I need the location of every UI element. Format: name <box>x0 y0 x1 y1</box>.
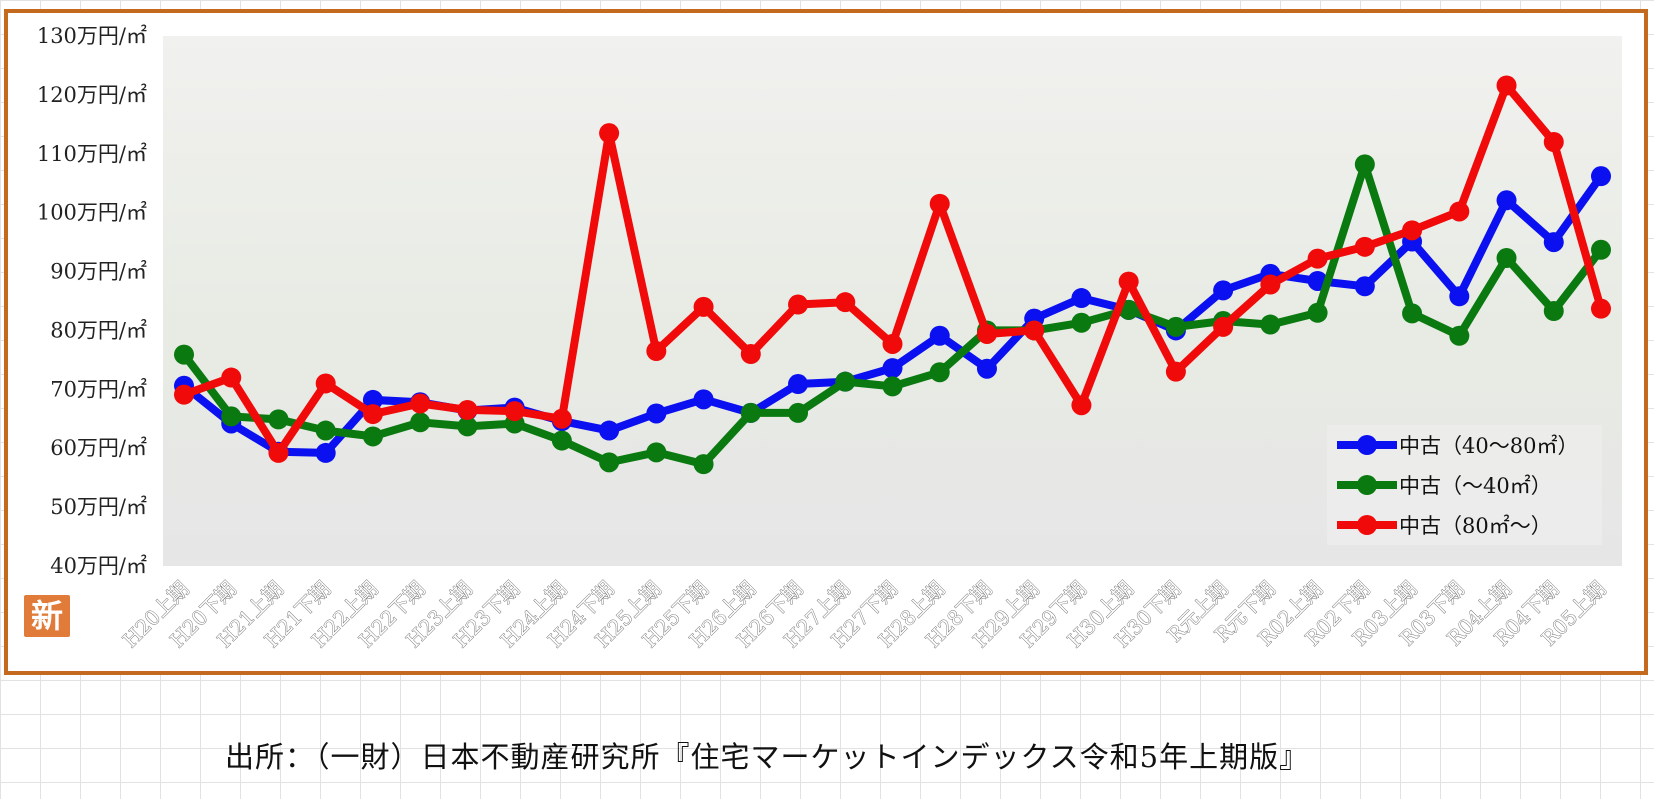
data-point <box>693 296 714 317</box>
data-point <box>1449 286 1470 307</box>
data-point <box>174 344 194 365</box>
data-point <box>1449 325 1470 346</box>
data-point <box>1591 166 1611 187</box>
y-tick-label: 130万円/㎡ <box>37 24 147 48</box>
data-point <box>740 402 761 423</box>
data-point <box>1260 274 1281 295</box>
legend-label-1: 中古（40～80㎡） <box>1399 434 1578 458</box>
data-point <box>693 389 714 410</box>
legend-marker-1 <box>1357 435 1377 455</box>
line-chart: 40万円/㎡ 50万円/㎡ 60万円/㎡ 70万円/㎡ 80万円/㎡ 90万円/㎡ 100万… <box>37 24 1622 653</box>
data-point <box>268 442 289 463</box>
data-point <box>504 401 525 422</box>
data-point <box>315 442 336 463</box>
legend-marker-2 <box>1357 475 1377 495</box>
y-tick-label: 120万円/㎡ <box>37 83 147 107</box>
y-tick-label: 70万円/㎡ <box>50 377 147 401</box>
y-tick-label: 80万円/㎡ <box>50 318 147 342</box>
data-point <box>1260 314 1281 335</box>
data-point <box>551 408 572 429</box>
data-point <box>646 442 667 463</box>
data-point <box>929 193 950 214</box>
data-point <box>1118 271 1139 292</box>
data-point <box>410 393 431 414</box>
data-point <box>1071 288 1092 309</box>
y-tick-label: 60万円/㎡ <box>50 436 147 460</box>
data-point <box>315 373 336 394</box>
data-point <box>457 416 478 437</box>
data-point <box>1213 280 1234 301</box>
data-point <box>1496 75 1517 96</box>
data-point <box>929 325 950 346</box>
data-point <box>1543 232 1564 253</box>
y-tick-label: 50万円/㎡ <box>50 495 147 519</box>
y-tick-label: 90万円/㎡ <box>50 260 147 284</box>
data-point <box>1543 132 1564 152</box>
data-point <box>740 344 761 364</box>
data-point <box>457 399 478 420</box>
data-point <box>1165 361 1186 382</box>
data-point <box>315 420 336 441</box>
y-tick-label: 100万円/㎡ <box>37 201 147 225</box>
data-point <box>693 454 714 475</box>
data-point <box>882 376 903 397</box>
data-point <box>268 409 289 430</box>
data-point <box>835 371 856 392</box>
data-point <box>1496 248 1517 269</box>
data-point <box>1543 301 1564 322</box>
data-point <box>929 362 950 383</box>
data-point <box>788 374 809 395</box>
legend-label-3: 中古（80㎡～） <box>1399 514 1552 538</box>
data-point <box>221 406 242 427</box>
data-point <box>599 420 620 441</box>
data-point <box>1354 154 1375 175</box>
data-point <box>1402 220 1423 241</box>
data-point <box>599 123 620 144</box>
data-point <box>1402 303 1423 324</box>
data-point <box>1307 248 1328 269</box>
source-caption: 出所：（一財）日本不動産研究所『住宅マーケットインデックス令和5年上期版』 <box>225 740 1310 774</box>
data-point <box>1071 312 1092 333</box>
data-point <box>1307 302 1328 323</box>
data-point <box>976 323 997 344</box>
data-point <box>1354 276 1375 297</box>
legend-marker-3 <box>1357 515 1377 535</box>
legend-label-2: 中古（～40㎡） <box>1399 474 1552 498</box>
data-point <box>1165 316 1186 337</box>
data-point <box>221 367 242 388</box>
data-point <box>976 358 997 379</box>
data-point <box>1591 298 1611 319</box>
y-tick-label: 40万円/㎡ <box>50 554 147 578</box>
data-point <box>362 426 383 447</box>
data-point <box>174 384 194 405</box>
data-point <box>835 292 856 313</box>
data-point <box>646 341 667 362</box>
data-point <box>1024 320 1045 341</box>
data-point <box>1591 239 1611 260</box>
data-point <box>362 404 383 425</box>
data-point <box>599 452 620 473</box>
data-point <box>1071 395 1092 416</box>
y-tick-label: 110万円/㎡ <box>37 142 147 166</box>
data-point <box>1449 201 1470 222</box>
data-point <box>1496 190 1517 211</box>
data-point <box>788 294 809 315</box>
data-point <box>788 402 809 423</box>
data-point <box>362 389 383 410</box>
new-badge-icon: 新 <box>24 595 70 637</box>
data-point <box>882 333 903 354</box>
data-point <box>551 430 572 451</box>
data-point <box>882 358 903 379</box>
data-point <box>1354 236 1375 257</box>
data-point <box>1213 316 1234 337</box>
data-point <box>410 412 431 433</box>
data-point <box>646 403 667 424</box>
